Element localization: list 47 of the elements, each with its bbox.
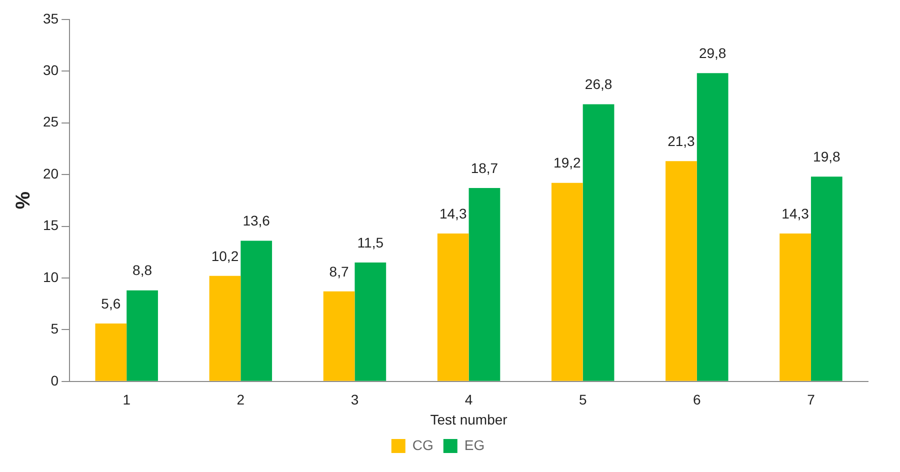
bar <box>126 290 158 381</box>
bar <box>437 233 469 381</box>
y-tick-label: 10 <box>42 268 59 285</box>
bar <box>323 291 355 381</box>
data-label: 18,7 <box>470 160 498 176</box>
legend-label: CG <box>412 436 434 453</box>
data-label: 14,3 <box>782 205 810 222</box>
data-label: 21,3 <box>668 132 696 149</box>
data-label: 26,8 <box>584 76 612 92</box>
data-label: 10,2 <box>211 248 239 264</box>
bar <box>582 104 614 381</box>
bar <box>240 240 272 381</box>
bar <box>95 323 127 381</box>
bar <box>354 262 386 381</box>
x-tick-label: 6 <box>693 392 702 408</box>
x-axis-title: Test number <box>430 411 508 428</box>
bar <box>551 182 583 381</box>
data-label: 8,8 <box>132 262 152 278</box>
x-tick-label: 1 <box>122 392 131 408</box>
x-tick-label: 3 <box>350 392 359 408</box>
bar <box>696 73 728 381</box>
data-label: 29,8 <box>698 45 726 62</box>
data-label: 13,6 <box>242 212 270 229</box>
y-tick-label: 35 <box>42 10 59 26</box>
y-axis-title: % <box>12 191 35 210</box>
bar <box>780 233 811 381</box>
data-label: 11,5 <box>357 234 384 250</box>
x-tick-label: 2 <box>236 392 245 408</box>
bar <box>209 276 241 381</box>
bar <box>468 188 500 381</box>
y-tick-label: 20 <box>42 165 59 182</box>
y-tick-label: 15 <box>42 217 59 234</box>
x-tick-label: 7 <box>807 392 816 408</box>
data-label: 19,8 <box>813 148 840 164</box>
x-tick-label: 5 <box>578 392 587 408</box>
y-tick-label: 30 <box>42 62 59 78</box>
y-tick-label: 0 <box>50 372 59 388</box>
legend-label: EG <box>464 436 485 453</box>
bar <box>810 176 842 381</box>
y-tick-label: 5 <box>50 320 59 337</box>
data-label: 14,3 <box>439 205 467 222</box>
x-tick-label: 4 <box>464 392 473 408</box>
data-label: 19,2 <box>554 154 581 171</box>
bar <box>666 161 697 381</box>
data-label: 5,6 <box>101 295 121 312</box>
data-label: 8,7 <box>329 263 349 280</box>
y-tick-label: 25 <box>42 114 59 130</box>
